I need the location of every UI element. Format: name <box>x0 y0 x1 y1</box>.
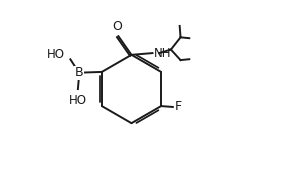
Text: HO: HO <box>69 94 87 107</box>
Text: F: F <box>175 100 182 113</box>
Text: B: B <box>75 66 83 79</box>
Text: NH: NH <box>154 47 172 60</box>
Text: O: O <box>113 20 122 33</box>
Text: HO: HO <box>47 48 65 61</box>
